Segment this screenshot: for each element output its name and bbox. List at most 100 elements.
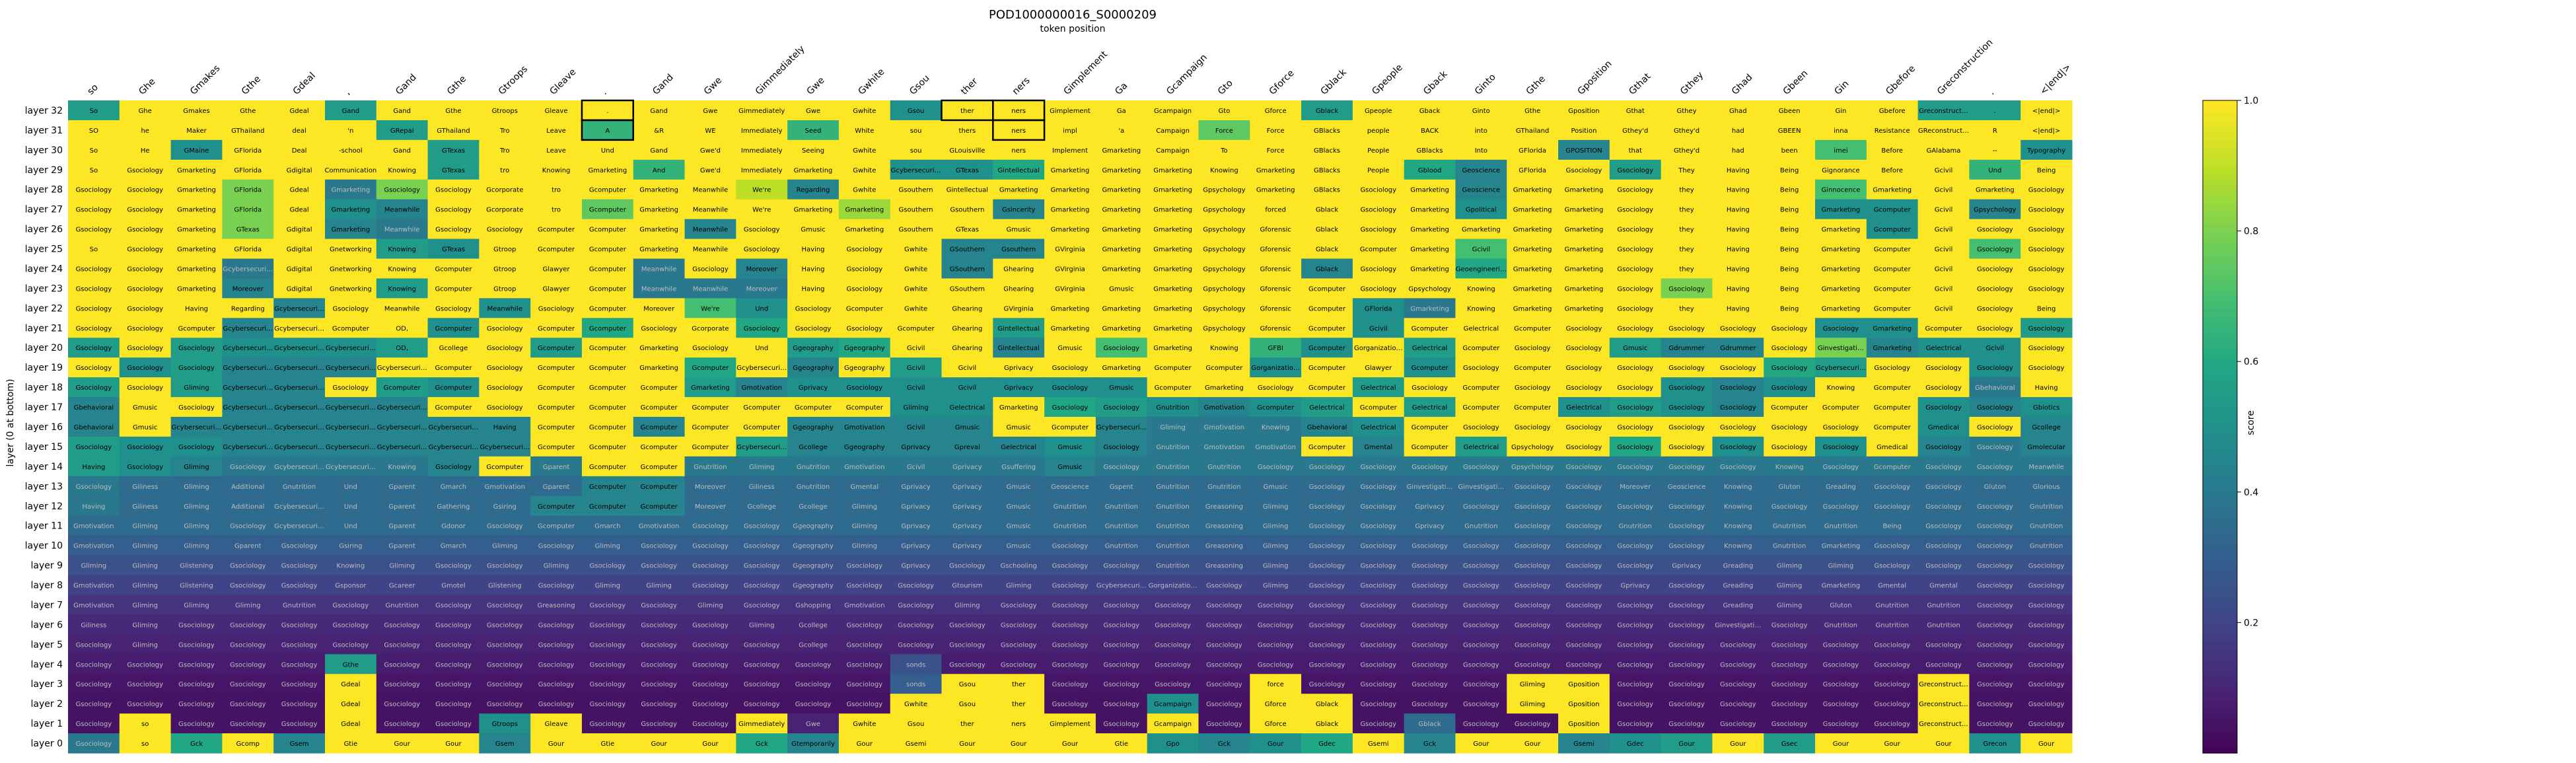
heatmap-cell	[1095, 238, 1148, 260]
cell-token: GBlacks	[1314, 147, 1340, 155]
cell-token: Gcomputer	[641, 384, 678, 392]
cell-token: Gsociology	[1309, 583, 1345, 590]
heatmap-cell	[1507, 258, 1559, 279]
cell-token: Gwhite	[853, 147, 876, 155]
heatmap-cell	[324, 417, 377, 437]
heatmap-cell	[1250, 357, 1302, 378]
cell-token: Meanwhile	[641, 285, 676, 293]
cell-token: Gsemi	[1368, 741, 1389, 748]
cell-token: Gliming	[132, 523, 158, 530]
cell-token: Gsociology	[1874, 721, 1910, 728]
cell-token: Gcybersecuri…	[223, 384, 273, 392]
cell-token: Gsociology	[1360, 484, 1396, 491]
colorbar-segment	[2203, 674, 2237, 682]
cell-token: Gsem	[290, 741, 309, 748]
heatmap-cell	[633, 199, 686, 220]
heatmap-cell	[376, 417, 429, 437]
cell-token: Gsociology	[1977, 701, 2013, 708]
cell-token: Gcybersecuri…	[1816, 365, 1866, 372]
cell-token: Gtie	[344, 741, 358, 748]
heatmap-cell	[427, 417, 480, 437]
colorbar-segment	[2203, 577, 2237, 584]
heatmap-cell	[1404, 179, 1456, 200]
cell-token: Gsociology	[1617, 641, 1653, 649]
heatmap-cell	[1917, 436, 1970, 457]
cell-token: Gsociology	[1515, 583, 1551, 590]
cell-token: Gsociology	[641, 721, 677, 728]
cell-token: Gsociology	[1617, 681, 1653, 688]
heatmap-cell	[170, 199, 223, 220]
cell-token: Gtie	[1114, 741, 1128, 748]
cell-token: Gcybersecuri…	[1096, 424, 1147, 431]
cell-token: Gsociology	[1771, 681, 1808, 688]
heatmap-cell	[1558, 377, 1610, 398]
heatmap-cell	[479, 199, 531, 220]
cell-token: Gcybersecuri…	[326, 404, 376, 412]
heatmap-cell	[1404, 159, 1456, 180]
heatmap-cell	[324, 139, 377, 161]
cell-token: Und	[601, 147, 614, 155]
cell-token: Gcybersecuri…	[377, 404, 427, 412]
cell-token: Gnutrition	[1876, 602, 1909, 609]
cell-token: Gcivil	[907, 464, 925, 471]
cell-token: Gsociology	[1052, 701, 1089, 708]
heatmap-cell	[1712, 199, 1764, 220]
heatmap-cell	[1198, 436, 1250, 457]
cell-token: Gsociology	[1617, 661, 1653, 669]
heatmap-cell	[1095, 199, 1148, 220]
heatmap-cell	[1866, 120, 1919, 141]
heatmap-cell	[838, 298, 891, 318]
heatmap-cell	[376, 298, 429, 318]
heatmap-cell	[1044, 456, 1096, 477]
colorbar-segment	[2203, 224, 2237, 232]
heatmap-cell	[68, 318, 120, 338]
cell-token: Gnetworking	[330, 266, 372, 273]
heatmap-cell	[1866, 298, 1919, 318]
cell-token: Gsociology	[1103, 444, 1139, 451]
cell-token: Gsociology	[641, 661, 677, 669]
heatmap-cell	[119, 318, 172, 338]
cell-token: Gsociology	[1668, 543, 1705, 550]
cell-token: Gsociology	[1103, 701, 1139, 708]
cell-token: Gsociology	[1720, 641, 1756, 649]
cell-token: Gsociology	[1309, 622, 1345, 629]
cell-token: GBlacks	[1314, 187, 1340, 194]
cell-token: Gsociology	[230, 641, 266, 649]
cell-token: Gsociology	[1617, 622, 1653, 629]
cell-token: Gnutrition	[1824, 622, 1857, 629]
cell-token: Gmotivation	[844, 424, 885, 431]
cell-token: Gmusic	[1007, 424, 1031, 431]
heatmap-cell	[427, 456, 480, 477]
cell-token: Gsociology	[435, 641, 472, 649]
cell-token: Gmarketing	[1565, 227, 1604, 234]
cell-token: Gsociology	[1874, 641, 1910, 649]
cell-token: We're	[752, 187, 771, 194]
heatmap-cell	[581, 318, 634, 338]
heatmap-cell	[1558, 159, 1610, 180]
cell-token: Gliming	[132, 583, 158, 590]
cell-token: Gthey	[1676, 108, 1696, 115]
heatmap-cell	[376, 238, 429, 260]
cell-token: Gsociology	[281, 721, 318, 728]
heatmap-cell	[736, 417, 788, 437]
cell-token: Ghearing	[1003, 266, 1034, 273]
heatmap-cell	[633, 338, 686, 358]
cell-token: Gcollege	[799, 503, 828, 511]
cell-token: Gmarketing	[1153, 325, 1192, 332]
heatmap-cell	[993, 219, 1045, 240]
heatmap-cell	[222, 258, 274, 279]
cell-token: Ginvestigati…	[1818, 345, 1864, 352]
cell-token: Gsociology	[744, 701, 780, 708]
cell-token: Gsociology	[1925, 444, 1962, 451]
cell-token: Gcomputer	[1257, 404, 1295, 412]
cell-token: Gsociology	[1566, 661, 1602, 669]
heatmap-cell	[993, 318, 1045, 338]
cell-token: Gmarketing	[1873, 187, 1912, 194]
cell-token: Gcivil	[1986, 345, 2005, 352]
heatmap-cell	[1507, 318, 1559, 338]
cell-token: Gsociology	[1052, 563, 1089, 570]
cell-token: GVirginia	[1055, 246, 1085, 254]
cell-token: Gsociology	[230, 464, 266, 471]
heatmap-cell	[170, 258, 223, 279]
cell-token: Gcomputer	[589, 424, 627, 431]
